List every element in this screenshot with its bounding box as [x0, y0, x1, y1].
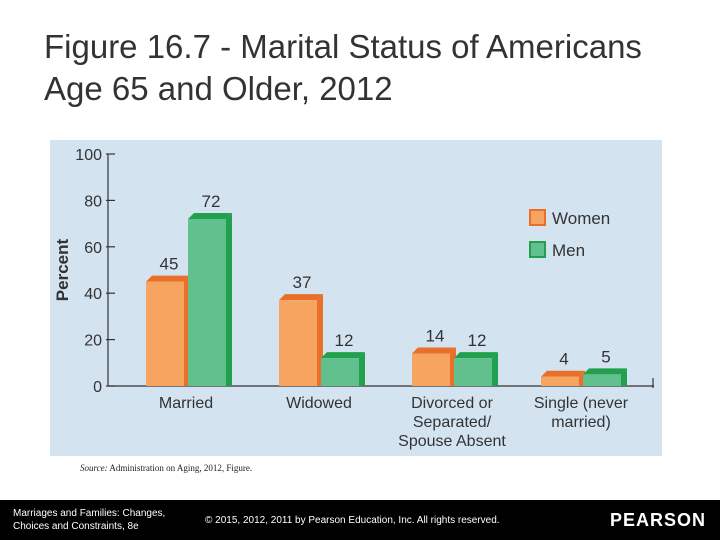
source-note: Source: Administration on Aging, 2012, F… — [80, 463, 252, 473]
pearson-logo: PEARSON — [609, 510, 706, 530]
category-label: Divorced or — [411, 395, 493, 412]
legend-label-men: Men — [552, 241, 585, 260]
category-label: Spouse Absent — [398, 433, 506, 450]
slide-title: Figure 16.7 - Marital Status of American… — [44, 28, 642, 107]
data-label-women: 37 — [293, 273, 312, 292]
data-label-women: 45 — [160, 255, 179, 274]
data-label-men: 72 — [202, 192, 221, 211]
book-title: Marriages and Families: Changes, Choices… — [13, 507, 198, 533]
chart-panel: 0 20 40 60 80 100 Percent 45 72 Married 37 12 Widowe… — [50, 140, 662, 456]
source-label: Source: — [80, 463, 108, 473]
category-label: Single (never — [534, 395, 629, 412]
data-label-men: 12 — [468, 331, 487, 350]
bar-women — [541, 376, 579, 386]
footer-bar: Marriages and Families: Changes, Choices… — [0, 500, 720, 540]
y-tick-label: 40 — [84, 286, 102, 303]
bar-men — [188, 218, 226, 386]
category-label: Separated/ — [413, 414, 492, 431]
bar-women — [279, 300, 317, 386]
data-label-women: 4 — [559, 350, 568, 369]
bar-women-top — [412, 347, 456, 354]
data-label-men: 5 — [601, 347, 610, 366]
bar-men-top — [583, 368, 627, 375]
bar-women-top — [146, 275, 190, 282]
legend-label-women: Women — [552, 209, 610, 228]
bar-men-side — [226, 212, 232, 386]
legend-swatch-women — [529, 209, 546, 226]
bar-men-top — [188, 212, 232, 219]
bar-women — [412, 353, 450, 386]
bar-men-top — [321, 352, 365, 359]
category-label: Widowed — [286, 395, 352, 412]
bar-men-side — [492, 352, 498, 386]
y-tick-label: 0 — [93, 379, 102, 396]
y-tick-label: 60 — [84, 240, 102, 257]
legend-swatch-men — [529, 241, 546, 258]
y-axis-label: Percent — [53, 238, 72, 301]
source-text: Administration on Aging, 2012, Figure. — [109, 463, 253, 473]
bar-women-top — [279, 294, 323, 301]
bar-men-top — [454, 352, 498, 359]
copyright-notice: © 2015, 2012, 2011 by Pearson Education,… — [205, 515, 500, 526]
bar-men — [583, 374, 621, 386]
book-title-line2: Choices and Constraints, 8e — [13, 521, 139, 532]
y-tick-label: 80 — [84, 193, 102, 210]
book-title-line1: Marriages and Families: Changes, — [13, 508, 166, 519]
bar-men — [454, 358, 492, 386]
data-label-men: 12 — [335, 331, 354, 350]
bar-men-side — [359, 352, 365, 386]
category-label: Married — [159, 395, 213, 412]
bar-women-top — [541, 370, 585, 377]
data-label-women: 14 — [426, 327, 445, 346]
y-tick-label: 100 — [75, 147, 102, 164]
bar-men — [321, 358, 359, 386]
bar-men-side — [621, 368, 627, 386]
bar-women — [146, 281, 184, 386]
category-label: married) — [551, 414, 611, 431]
y-tick-label: 20 — [84, 333, 102, 350]
